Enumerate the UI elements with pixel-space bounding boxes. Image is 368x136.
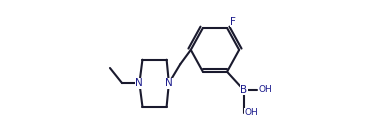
- Text: OH: OH: [244, 108, 258, 117]
- Text: B: B: [240, 85, 247, 95]
- Text: F: F: [230, 17, 236, 27]
- Text: N: N: [135, 78, 143, 88]
- Text: OH: OH: [258, 85, 272, 94]
- Text: N: N: [165, 78, 173, 88]
